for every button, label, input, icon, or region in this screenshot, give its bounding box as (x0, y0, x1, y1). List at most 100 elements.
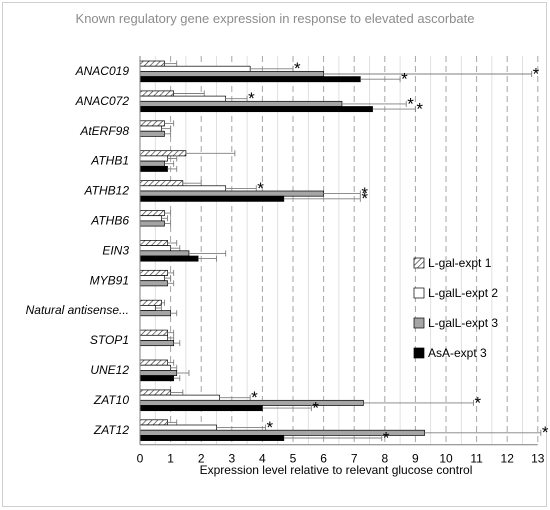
bar (139, 76, 361, 83)
bar (139, 334, 168, 341)
legend-entry: AsA-expt 3 (428, 346, 487, 360)
category-label: ATHB12 (84, 184, 130, 198)
significance-marker: * (401, 70, 408, 89)
grid-layer (154, 56, 539, 445)
bar (139, 399, 364, 406)
significance-marker: * (257, 179, 264, 198)
bar (139, 106, 373, 113)
legend: L-gal-expt 1 L-galL-expt 2 L-galL-expt 3 As… (413, 256, 498, 360)
x-tick-label: 0 (137, 452, 144, 466)
significance-marker: * (383, 428, 390, 447)
category-label: ZAT12 (93, 423, 129, 437)
bar (139, 125, 162, 132)
bar (139, 435, 285, 441)
x-tick-label: 2 (198, 452, 205, 466)
bar (139, 329, 168, 336)
x-tick-label: 9 (412, 452, 419, 466)
bar (139, 359, 168, 366)
bar (139, 364, 171, 371)
category-label: ZAT10 (93, 393, 129, 407)
significance-marker: * (251, 388, 258, 407)
category-label: UNE12 (90, 363, 129, 377)
x-tick-label: 8 (381, 452, 388, 466)
bar (139, 269, 168, 276)
category-label: ANAC019 (75, 64, 130, 78)
chart-title: Known regulatory gene expression in resp… (76, 11, 475, 26)
legend-swatch (413, 347, 425, 359)
category-label: ATHB1 (90, 154, 129, 168)
significance-marker: * (407, 94, 414, 113)
bar (139, 389, 171, 396)
x-tick-label: 11 (470, 452, 483, 466)
bar (139, 215, 162, 222)
bar (139, 340, 175, 347)
legend-entry: L-galL-expt 3 (428, 316, 498, 330)
bar (139, 255, 199, 262)
x-tick-label: 10 (439, 452, 453, 466)
bar (139, 310, 171, 317)
x-tick-label: 12 (501, 452, 515, 466)
bar (139, 150, 187, 157)
bar (139, 275, 165, 282)
bar (139, 424, 217, 431)
bar (139, 155, 168, 162)
bar (139, 180, 184, 187)
legend-swatch (413, 257, 425, 269)
bar (139, 100, 343, 107)
bar (139, 245, 171, 252)
bar (139, 71, 324, 77)
bar (139, 160, 165, 167)
bar (139, 65, 251, 72)
category-label: STOP1 (90, 333, 129, 347)
bar (139, 210, 165, 217)
x-tick-label: 5 (290, 452, 297, 466)
bar (139, 405, 263, 412)
x-axis-label: Expression level relative to relevant gl… (200, 463, 473, 477)
significance-marker: * (361, 184, 368, 203)
legend-entry: L-gal-expt 1 (428, 256, 492, 270)
legend-entry: L-galL-expt 2 (428, 286, 498, 300)
bar (139, 165, 168, 172)
bar (139, 130, 165, 137)
bar (139, 280, 168, 287)
significance-marker: * (248, 89, 255, 108)
bar (139, 240, 168, 246)
significance-marker: * (361, 189, 368, 208)
bar (139, 394, 220, 401)
x-tick-label: 1 (167, 452, 174, 466)
category-label: EIN3 (102, 243, 129, 257)
significance-marker: * (475, 393, 482, 412)
significance-marker: * (416, 100, 423, 119)
category-label: ANAC072 (75, 94, 130, 108)
x-tick-label: 3 (228, 452, 235, 466)
x-tick-label: 6 (320, 452, 327, 466)
bar (139, 95, 227, 102)
bar (139, 299, 162, 306)
bars-layer: * *** * ** *** *** ** (139, 59, 548, 447)
bar (139, 60, 165, 67)
bar (139, 370, 178, 376)
significance-marker: * (533, 64, 540, 83)
significance-marker: * (266, 418, 273, 437)
bar (139, 305, 156, 311)
bar-chart: Known regulatory gene expression in resp… (26, 11, 548, 477)
x-tick-label: 4 (259, 452, 266, 466)
category-label: ATHB6 (90, 213, 129, 227)
bar (139, 195, 285, 202)
significance-marker: * (312, 399, 319, 418)
axis-layer: ANAC019 ANAC072 AtERF98 ATHB1 ATHB12 ATHB6 EIN… (26, 56, 545, 466)
x-tick-label: 7 (351, 452, 358, 466)
bar (139, 419, 168, 426)
legend-swatch (413, 317, 425, 329)
significance-marker: * (542, 423, 548, 442)
bar (139, 250, 190, 257)
bar (139, 375, 175, 382)
bar (139, 185, 227, 192)
category-label: MYB91 (90, 273, 129, 287)
category-label: AtERF98 (79, 124, 129, 138)
legend-swatch (413, 287, 425, 299)
x-tick-label: 13 (531, 452, 545, 466)
bar (139, 120, 165, 127)
category-label: Natural antisense... (26, 303, 129, 317)
